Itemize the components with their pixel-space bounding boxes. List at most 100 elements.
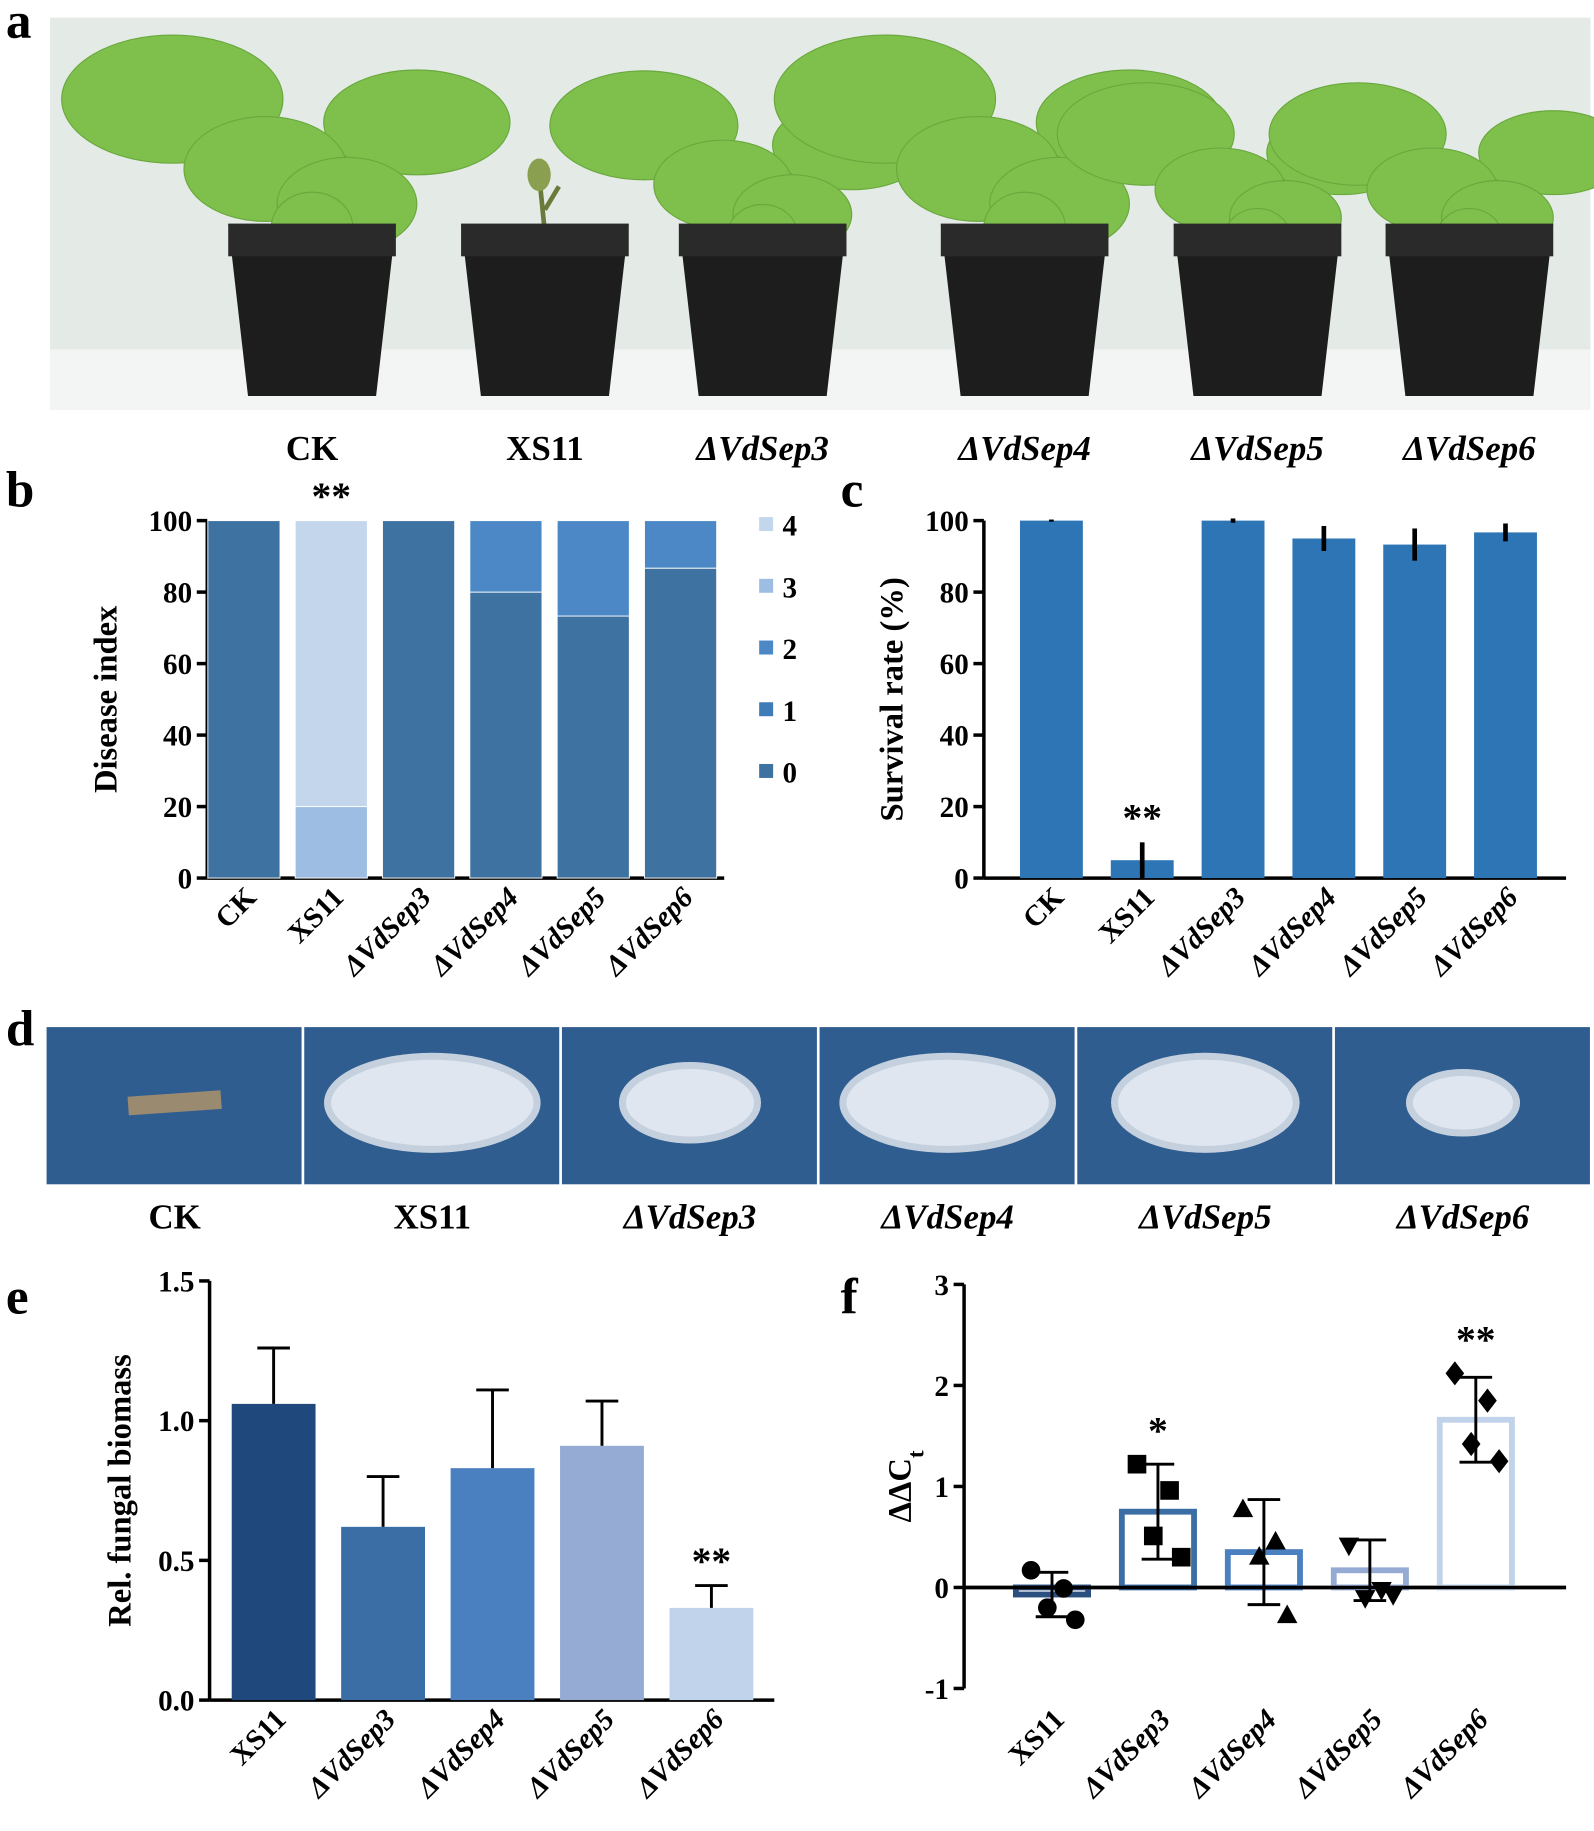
point [1249,1545,1270,1565]
x-tick-label: ΔVdSep5 [1332,881,1433,982]
legend-swatch [759,517,774,532]
bar [450,1468,535,1701]
y-tick-label: 80 [940,578,969,610]
legend-label: 4 [782,511,797,543]
point [1276,1604,1298,1624]
x-tick-label: ΔVdSep4 [423,881,524,982]
point [1371,1582,1392,1601]
significance: ** [1456,1317,1496,1361]
y-tick-label: 3 [934,1270,949,1302]
legend-swatch [759,702,774,717]
bar [1201,520,1265,879]
x-tick-label: ΔVdSep5 [1287,1703,1388,1804]
pot-rim [228,223,396,257]
colony [1405,1069,1521,1137]
significance: * [1148,1408,1168,1452]
photo-caption: CK [286,429,338,468]
panel-d: d CK XS11 ΔVdSep3 ΔVdSep4 ΔVdSep5 ΔVdSep6 [6,1001,1590,1237]
panel-letter: c [841,462,864,519]
bar-segment [207,520,281,879]
bar-segment [294,520,368,808]
pot [1385,223,1554,397]
y-tick-label: 20 [163,792,192,824]
x-tick-label: CK [1017,881,1071,935]
legend-label: 0 [782,758,797,790]
pot [1173,223,1342,397]
legend-label: 2 [782,634,797,666]
colony [618,1062,762,1144]
y-tick-label: 20 [940,792,969,824]
point [1021,1560,1041,1580]
point [1232,1498,1254,1518]
pot-rim [678,223,847,257]
x-tick-label: XS11 [1003,1703,1071,1771]
y-tick-label: 1.0 [158,1406,194,1438]
x-tick-label: ΔVdSep4 [410,1703,511,1804]
plug [127,1090,222,1116]
photo-caption: ΔVdSep4 [956,429,1091,468]
bar-segment [644,520,718,569]
y-tick-label: 1.5 [158,1266,194,1298]
panel-a: a CK XS11 ΔVdSep3 ΔVdSep4 ΔVdSep5 ΔVdSep6 [6,0,1594,468]
x-tick-label: XS11 [224,1703,292,1771]
bar-segment [469,520,543,593]
photo-caption: ΔVdSep5 [1137,1198,1272,1237]
y-axis-label: ΔΔCt [883,1450,930,1522]
pot [940,223,1109,397]
point [1265,1530,1286,1550]
y-tick-label: 60 [163,649,192,681]
x-tick-label: ΔVdSep6 [629,1703,731,1805]
point [1143,1526,1163,1546]
x-tick-label: ΔVdSep3 [1151,881,1252,982]
bar [560,1445,644,1701]
point [1065,1610,1085,1630]
photo-caption: ΔVdSep3 [622,1198,757,1237]
significance: ** [1122,796,1162,840]
y-axis-label-sub: t [904,1450,930,1458]
pot-rim [1173,223,1342,257]
photo-caption: XS11 [394,1198,472,1237]
bar-segment [556,615,630,879]
photo-caption: XS11 [506,429,584,468]
point [1054,1579,1073,1598]
bar-segment [644,567,718,879]
x-tick-label: ΔVdSep6 [598,881,700,983]
panel-letter: e [6,1269,29,1326]
y-axis-label-main: ΔΔC [883,1458,919,1522]
y-tick-label: 2 [934,1371,949,1403]
x-tick-label: ΔVdSep3 [336,881,437,982]
pot-rim [940,223,1109,257]
point [1038,1598,1057,1617]
y-axis-label-main: Disease index [88,605,124,793]
point [1478,1388,1497,1413]
colony [839,1052,1056,1153]
y-tick-label: 100 [148,506,192,538]
point [1354,1590,1376,1609]
significance: ** [692,1539,732,1583]
leaf [1478,110,1594,196]
x-tick-label: ΔVdSep3 [301,1703,402,1804]
x-tick-label: ΔVdSep5 [511,881,612,982]
photo-caption: ΔVdSep4 [879,1198,1014,1237]
colony [1111,1052,1300,1153]
point [1461,1431,1481,1457]
pot-rim [1385,223,1554,257]
pot [461,223,629,397]
bar [1474,532,1537,879]
panel-letter: d [6,1001,34,1058]
y-axis-label: Disease index [88,605,124,793]
y-axis-label-main: Survival rate (%) [874,577,910,821]
y-tick-label: 1 [934,1472,949,1504]
y-tick-label: 0.5 [158,1546,194,1578]
x-tick-label: ΔVdSep3 [1075,1703,1176,1804]
photo-caption: ΔVdSep5 [1189,429,1324,468]
y-tick-label: 100 [925,506,969,538]
photo-caption: ΔVdSep6 [1401,429,1536,468]
x-tick-label: ΔVdSep5 [520,1703,621,1804]
bar [231,1403,316,1701]
y-axis-label: Rel. fungal biomass [102,1354,138,1627]
point [1445,1361,1465,1386]
